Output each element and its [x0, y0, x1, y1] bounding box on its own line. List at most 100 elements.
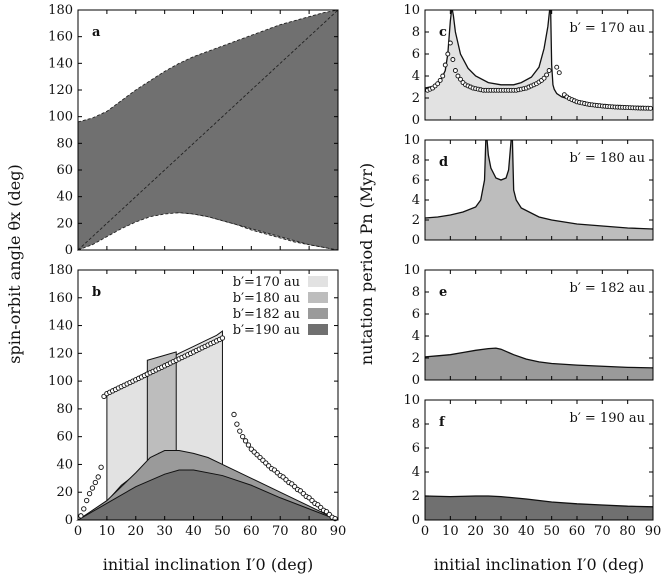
x-tick-label: 70: [594, 524, 611, 539]
y-tick-label: 2: [412, 489, 420, 504]
fill-area: [425, 348, 653, 380]
legend-swatch: [308, 324, 328, 335]
y-tick-label: 60: [56, 163, 73, 178]
panel-d: 0 2 4 6 8 10 d b′ = 180 au: [403, 133, 654, 248]
y-tick-label: 6: [412, 173, 420, 188]
right-ylabel: nutation period Pn (Myr): [357, 163, 376, 365]
x-tick-label: 80: [301, 524, 318, 539]
y-tick-label: 140: [48, 319, 73, 334]
panel-annotation-f: b′ = 190 au: [570, 411, 646, 426]
plot-frame: [424, 139, 654, 241]
scatter-point: [219, 335, 226, 341]
scatter-point: [435, 81, 441, 87]
x-tick-label: 40: [518, 524, 535, 539]
scatter-point: [450, 57, 456, 62]
x-tick-label: 90: [645, 524, 662, 539]
scatter-point: [556, 70, 562, 76]
x-tick-label: 10: [442, 524, 459, 539]
y-tick-label: 180: [48, 263, 73, 278]
y-tick-label: 6: [412, 47, 420, 62]
scatter-point: [437, 77, 443, 83]
y-tick-label: 20: [56, 485, 73, 500]
y-tick-label: 6: [412, 307, 420, 322]
y-tick-label: 8: [412, 417, 420, 432]
scatter-point: [455, 73, 461, 79]
fill-area: [425, 496, 653, 520]
plot-frame: [424, 399, 654, 521]
scatter-point: [237, 428, 243, 434]
left-ylabel: spin-orbit angle θx (deg): [5, 164, 24, 363]
period-curve: [425, 140, 653, 230]
y-tick-label: 10: [403, 3, 420, 18]
fill-area: [425, 140, 653, 240]
y-tick-label: 6: [412, 441, 420, 456]
scatter-point: [452, 68, 458, 73]
plot-area: [425, 495, 653, 520]
panel-label-e: e: [439, 285, 447, 300]
x-tick-label: 0: [421, 524, 429, 539]
y-tick-label: 8: [412, 25, 420, 40]
y-tick-label: 0: [65, 513, 73, 528]
scatter-point: [546, 68, 552, 73]
panel-label-a: a: [92, 25, 101, 40]
y-tick-label: 160: [48, 30, 73, 45]
y-tick-label: 160: [48, 291, 73, 306]
y-tick-label: 80: [56, 402, 73, 417]
y-tick-label: 40: [56, 190, 73, 205]
y-tick-label: 0: [412, 233, 420, 248]
legend-label: b′=180 au: [233, 291, 300, 306]
x-tick-label: 70: [272, 524, 289, 539]
panel-annotation-d: b′ = 180 au: [570, 151, 646, 166]
scatter-point: [447, 40, 453, 46]
legend-swatch: [308, 308, 328, 319]
fill-area: [425, 10, 653, 120]
panel-a: 0 20 40 60 80 100 120 140 160 180 a: [48, 3, 339, 258]
scatter-point: [541, 75, 547, 81]
scatter-point: [440, 73, 446, 79]
y-tick-label: 0: [412, 373, 420, 388]
scatter-point: [234, 421, 240, 427]
plot-frame: [424, 9, 654, 121]
scatter-point: [78, 513, 84, 519]
x-tick-label: 20: [467, 524, 484, 539]
scatter-point: [95, 474, 101, 480]
scatter-point: [648, 105, 653, 111]
y-tick-label: 10: [403, 133, 420, 148]
y-tick-label: 80: [56, 136, 73, 151]
legend-swatch: [308, 292, 328, 303]
scatter-point: [442, 62, 448, 68]
y-tick-label: 120: [48, 346, 73, 361]
y-tick-label: 120: [48, 83, 73, 98]
period-curve: [425, 495, 653, 508]
diagonal-line: [77, 9, 339, 251]
y-tick-label: 60: [56, 430, 73, 445]
y-tick-label: 4: [412, 465, 420, 480]
x-tick-label: 30: [156, 524, 173, 539]
plot-area: [425, 10, 653, 120]
y-tick-label: 8: [412, 153, 420, 168]
period-curve: [425, 347, 653, 369]
y-tick-label: 2: [412, 213, 420, 228]
y-tick-label: 2: [412, 351, 420, 366]
y-tick-label: 0: [412, 113, 420, 128]
scatter-point: [89, 485, 96, 491]
scatter-point: [245, 442, 252, 448]
left-xlabel: initial inclination I′0 (deg): [103, 555, 314, 574]
plot-area: [425, 347, 653, 380]
panel-annotation-e: b′ = 182 au: [570, 281, 646, 296]
scatter-point: [240, 434, 246, 440]
panel-annotation-c: b′ = 170 au: [570, 21, 646, 36]
x-tick-label: 80: [619, 524, 636, 539]
panel-e: 0 2 4 6 8 10 e b′ = 182 au: [403, 263, 654, 388]
scatter-point: [445, 51, 451, 57]
scatter-point: [81, 506, 87, 512]
panel-b: 0 10 20 30 40 50 60 70 80 90 0 20 40 60 80 100 120 140 160…: [48, 263, 346, 539]
x-tick-label: 0: [74, 524, 82, 539]
x-tick-label: 30: [493, 524, 510, 539]
x-tick-label: 40: [185, 524, 202, 539]
y-tick-label: 0: [65, 243, 73, 258]
y-tick-label: 100: [48, 374, 73, 389]
scatter-point: [554, 64, 560, 70]
right-xlabel: initial inclination I′0 (deg): [434, 555, 645, 574]
